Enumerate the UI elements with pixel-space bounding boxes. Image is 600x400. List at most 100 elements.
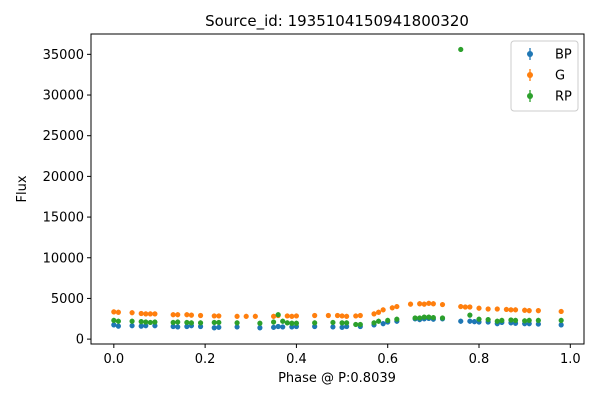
bp-point-22 <box>339 324 345 330</box>
g-point-9 <box>184 312 190 318</box>
rp-point-45 <box>512 317 519 324</box>
rp-point-23 <box>330 319 336 326</box>
rp-point-32 <box>412 315 418 321</box>
bp-point-12 <box>216 324 222 330</box>
x-axis: 0.0 0.2 0.4 0.6 0.8 1.0 <box>103 344 581 367</box>
rp-point-36 <box>430 314 436 321</box>
rp-point-11 <box>197 320 204 326</box>
g-point-3 <box>138 310 144 317</box>
plot-area <box>91 34 584 344</box>
y-axis: 0 5000 10000 15000 20000 25000 30000 35000 <box>43 48 91 348</box>
rp-point-17 <box>275 312 281 318</box>
rp-point-41 <box>485 316 491 323</box>
rp-point-38 <box>458 46 464 53</box>
g-point-38 <box>430 301 436 307</box>
rp-point-43 <box>499 317 505 324</box>
bp-point-21 <box>330 324 336 330</box>
rp-point-46 <box>522 318 528 324</box>
rp-point-33 <box>417 315 423 321</box>
g-point-37 <box>426 300 432 306</box>
g-point-32 <box>389 305 395 311</box>
bp-point-3 <box>138 323 144 329</box>
g-point-2 <box>129 310 135 316</box>
g-point-29 <box>371 311 377 317</box>
y-tick-label-0: 0 <box>76 333 84 348</box>
rp-point-47 <box>526 317 532 324</box>
rp-point-8 <box>175 319 181 325</box>
g-point-46 <box>503 306 509 313</box>
rp-point-44 <box>508 317 514 323</box>
rp-point-49 <box>558 317 564 324</box>
x-tick-label-3: 0.6 <box>377 352 398 367</box>
chart-title: Source_id: 1935104150941800320 <box>205 12 469 31</box>
rp-point-28 <box>371 320 377 326</box>
rp-point-10 <box>188 320 195 326</box>
g-point-19 <box>284 313 290 319</box>
g-point-10 <box>188 312 195 318</box>
g-point-45 <box>494 306 500 312</box>
rp-point-25 <box>344 320 350 326</box>
bp-point-35 <box>458 318 464 324</box>
bp-point-26 <box>380 321 386 327</box>
g-point-13 <box>216 313 222 319</box>
rp-point-34 <box>421 314 427 320</box>
g-point-51 <box>535 308 541 314</box>
bp-point-4 <box>143 323 149 329</box>
bp-point-16 <box>275 323 281 330</box>
g-point-21 <box>293 313 300 319</box>
g-point-23 <box>325 312 331 319</box>
y-tick-label-7: 35000 <box>43 48 84 63</box>
g-point-43 <box>476 305 482 311</box>
g-point-36 <box>421 301 427 307</box>
bp-point-7 <box>175 324 181 330</box>
x-axis-label: Phase @ P:0.8039 <box>278 371 396 386</box>
legend-item-g: G <box>527 69 565 84</box>
rp-point-35 <box>426 314 432 320</box>
g-point-16 <box>252 313 258 319</box>
g-point-8 <box>175 312 181 318</box>
legend-marker-rp <box>527 93 533 99</box>
y-tick-label-4: 20000 <box>43 170 84 185</box>
rp-point-14 <box>234 320 240 326</box>
x-tick-label-4: 0.8 <box>469 352 490 367</box>
g-point-27 <box>353 313 359 319</box>
bp-point-36 <box>467 318 473 324</box>
bp-point-18 <box>289 324 295 330</box>
g-point-33 <box>394 303 400 310</box>
rp-point-18 <box>280 318 286 324</box>
g-point-44 <box>485 306 491 312</box>
g-point-0 <box>111 309 117 315</box>
g-point-24 <box>334 312 341 319</box>
rp-point-3 <box>138 319 144 325</box>
rp-point-42 <box>494 318 500 324</box>
y-tick-label-5: 25000 <box>43 129 84 144</box>
g-point-39 <box>439 301 446 308</box>
legend-item-bp: BP <box>527 48 572 63</box>
x-tick-label-2: 0.4 <box>286 352 307 367</box>
g-point-25 <box>339 313 345 319</box>
rp-point-19 <box>284 320 290 326</box>
bp-point-10 <box>197 323 204 330</box>
g-point-47 <box>508 307 514 313</box>
g-point-41 <box>462 304 468 310</box>
g-point-6 <box>152 311 158 317</box>
legend-label-bp: BP <box>555 48 572 63</box>
x-tick-label-0: 0.0 <box>103 352 124 367</box>
rp-point-1 <box>115 318 121 324</box>
rp-point-2 <box>129 318 135 324</box>
rp-point-6 <box>152 319 158 325</box>
rp-point-22 <box>312 320 318 326</box>
rp-point-29 <box>375 318 382 324</box>
bp-point-47 <box>558 322 564 328</box>
legend-box <box>510 40 579 112</box>
rp-point-20 <box>289 320 295 326</box>
g-point-11 <box>197 312 204 319</box>
g-point-15 <box>243 313 249 319</box>
g-point-49 <box>522 307 528 313</box>
legend-label-rp: RP <box>555 90 572 105</box>
g-point-42 <box>467 304 473 310</box>
bp-point-17 <box>280 324 286 330</box>
g-point-30 <box>375 309 382 315</box>
rp-point-27 <box>357 321 363 328</box>
legend-marker-bp <box>527 51 533 57</box>
